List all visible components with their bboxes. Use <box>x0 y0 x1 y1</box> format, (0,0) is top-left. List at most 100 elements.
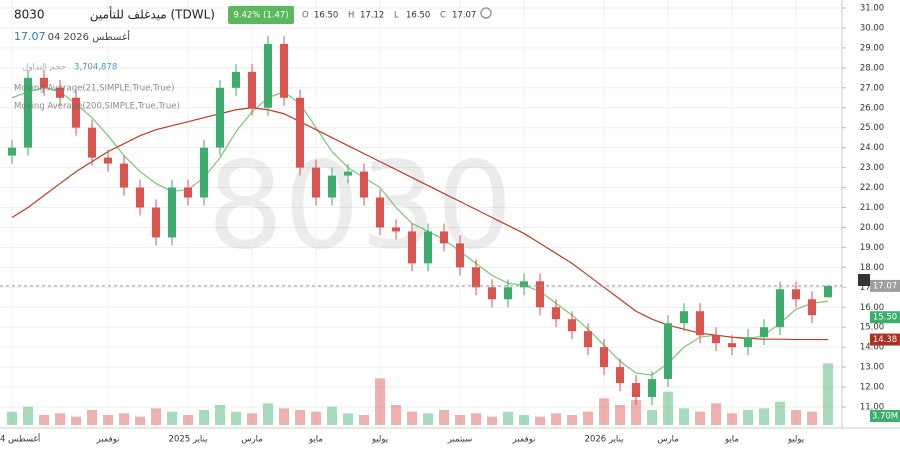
ohlc-key: O <box>302 11 309 21</box>
candle-body <box>360 171 368 198</box>
price-tag-label: 14.38 <box>873 335 897 345</box>
candle-body <box>728 343 736 348</box>
candle-body <box>552 307 560 320</box>
volume-bar <box>391 405 401 425</box>
y-tick-label: 14.00 <box>860 343 884 353</box>
price-tag-label: 17.07 <box>873 281 897 291</box>
candle-body <box>216 87 224 148</box>
volume-bar <box>55 413 65 425</box>
ohlc-value: 16.50 <box>406 11 430 21</box>
volume-bar <box>807 411 817 425</box>
y-tick-label: 22.00 <box>860 183 884 193</box>
ohlc-key: L <box>394 11 399 21</box>
volume-bar <box>359 415 369 425</box>
volume-bar <box>215 405 225 425</box>
volume-bar <box>343 413 353 425</box>
candle-body <box>424 231 432 264</box>
volume-bar <box>775 401 785 425</box>
volume-legend-value: 3,704,878 <box>74 63 117 73</box>
volume-bar <box>103 415 113 425</box>
y-tick-label: 12.00 <box>860 383 884 393</box>
volume-bar <box>615 405 625 425</box>
x-tick-label: مارس <box>241 435 263 445</box>
volume-tag <box>870 410 900 422</box>
x-tick-label: مارس <box>657 435 679 445</box>
candle-body <box>792 289 800 300</box>
x-tick-label: نوفمبر <box>512 435 536 445</box>
candle-body <box>472 267 480 288</box>
volume-bar <box>695 411 705 425</box>
volume-bar <box>727 413 737 425</box>
y-tick-label: 23.00 <box>860 163 884 173</box>
volume-bar <box>487 416 497 425</box>
y-tick-label: 31.00 <box>860 4 884 14</box>
volume-bar <box>183 415 193 425</box>
volume-bar <box>199 410 209 425</box>
volume-bar <box>71 416 81 425</box>
volume-bar <box>311 411 321 425</box>
candle-body <box>760 327 768 338</box>
candle-body <box>440 231 448 244</box>
y-tick-label: 28.00 <box>860 63 884 73</box>
price-tag-label: 15.50 <box>873 313 897 323</box>
moving-average-line <box>11 87 829 376</box>
candle-body <box>152 207 160 238</box>
candle-body <box>488 287 496 300</box>
volume-bar <box>679 408 689 425</box>
date: 04 2026 أغسطس <box>48 30 131 43</box>
candle-body <box>456 243 464 268</box>
y-tick-label: 29.00 <box>860 43 884 53</box>
candle-body <box>520 281 528 288</box>
volume-bar <box>23 406 33 425</box>
candle-body <box>568 319 576 332</box>
volume-bar <box>535 416 545 425</box>
y-tick-label: 30.00 <box>860 23 884 33</box>
volume-bar <box>567 415 577 425</box>
volume-bar <box>823 363 833 425</box>
candle-body <box>712 335 720 344</box>
y-tick-label: 15.00 <box>860 323 884 333</box>
x-tick-label: سبتمبر <box>447 435 472 445</box>
change-text: 9.42% (1.47) <box>233 11 288 21</box>
volume-bar <box>599 398 609 425</box>
volume-bar <box>135 416 145 425</box>
add-button[interactable] <box>858 274 870 286</box>
volume-bar <box>151 408 161 425</box>
volume-bar <box>407 411 417 425</box>
y-tick-label: 16.00 <box>860 303 884 313</box>
ohlc-value: 16.50 <box>314 11 338 21</box>
ohlc-key: C <box>440 11 446 21</box>
volume-bar <box>87 410 97 425</box>
volume-bar <box>119 413 129 425</box>
volume-bar <box>295 410 305 425</box>
candle-body <box>744 337 752 348</box>
candle-body <box>632 383 640 398</box>
candle-body <box>296 97 304 168</box>
volume-bar <box>663 391 673 425</box>
ohlc-key: H <box>348 11 354 21</box>
legend-entry: Moving Average(21,SIMPLE,True,True) <box>14 84 174 94</box>
candle-body <box>808 299 816 316</box>
candle-body <box>824 285 832 298</box>
volume-bar <box>375 378 385 425</box>
volume-bar <box>791 410 801 425</box>
candle-body <box>168 187 176 238</box>
candle-body <box>104 157 112 164</box>
x-tick-label: يناير 2026 <box>585 435 625 445</box>
candle-body <box>264 43 272 108</box>
ohlc-value: 17.12 <box>360 11 384 21</box>
candle-body <box>392 227 400 232</box>
volume-bar <box>7 411 17 425</box>
x-tick-label: مايو <box>308 435 323 445</box>
candle-body <box>408 231 416 264</box>
candle-body <box>8 147 16 156</box>
candle-body <box>136 187 144 208</box>
candle-body <box>584 331 592 348</box>
volume-bar <box>551 413 561 425</box>
settings-icon[interactable] <box>480 7 492 19</box>
candle-body <box>776 289 784 328</box>
volume-bar <box>423 413 433 425</box>
volume-bar <box>455 415 465 425</box>
